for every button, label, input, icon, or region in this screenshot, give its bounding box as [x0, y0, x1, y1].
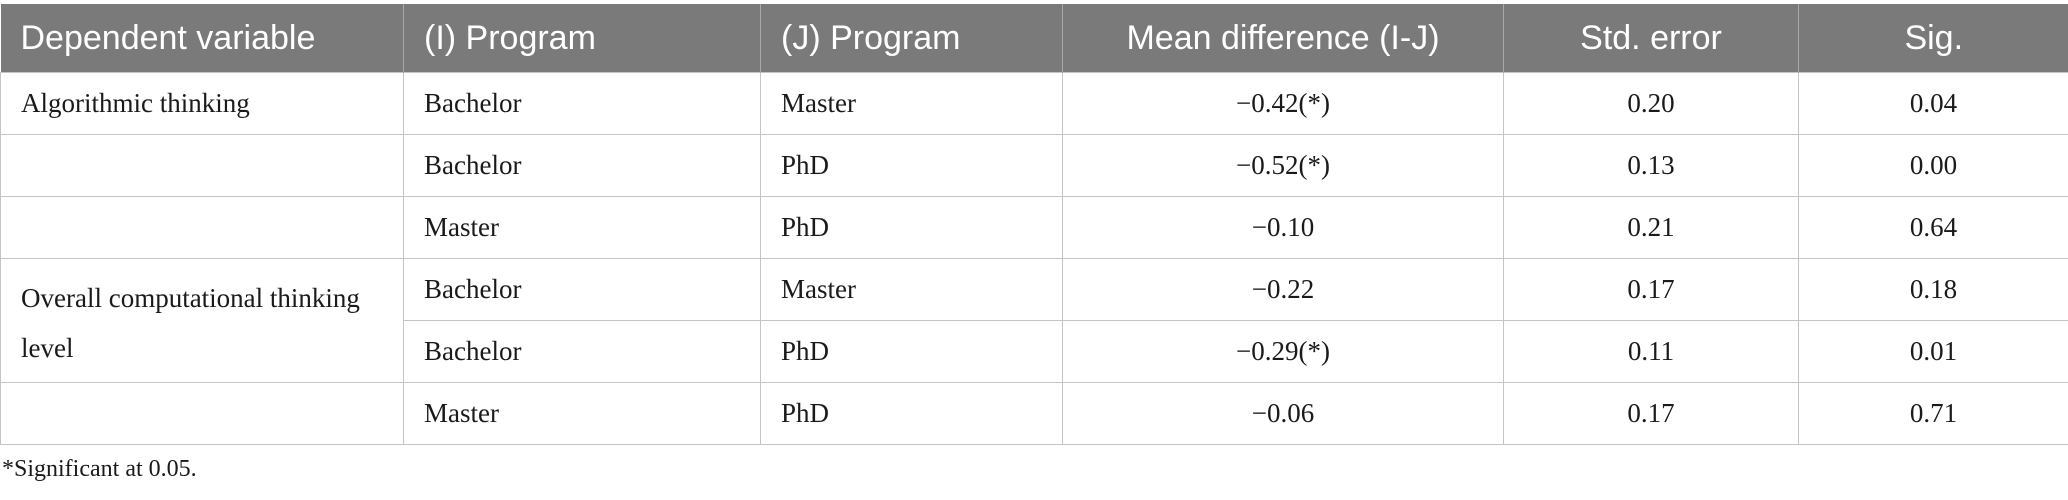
header-i-program: (I) Program: [403, 4, 761, 73]
table-footnote: *Significant at 0.05.: [2, 456, 197, 482]
cell-j-program: PhD: [760, 320, 1063, 383]
cell-dependent: [0, 382, 404, 445]
cell-sig: 0.64: [1798, 196, 2068, 259]
cell-std-error: 0.11: [1503, 320, 1799, 383]
cell-j-program: PhD: [760, 134, 1063, 197]
cell-j-program: Master: [760, 258, 1063, 321]
cell-std-error: 0.21: [1503, 196, 1799, 259]
cell-sig: 0.71: [1798, 382, 2068, 445]
cell-j-program: PhD: [760, 196, 1063, 259]
cell-mean-difference: −0.10: [1062, 196, 1504, 259]
cell-mean-difference: −0.52(*): [1062, 134, 1504, 197]
cell-j-program: PhD: [760, 382, 1063, 445]
table-row: Overall computational thinking level Bac…: [0, 258, 2068, 383]
table-header-row: Dependent variable (I) Program (J) Progr…: [0, 4, 2068, 73]
cell-j-program: Master: [760, 72, 1063, 135]
table-row: Bachelor PhD −0.52(*) 0.13 0.00: [0, 134, 2068, 197]
cell-mean-difference: −0.06: [1062, 382, 1504, 445]
cell-dependent: Overall computational thinking level: [0, 258, 404, 383]
cell-sig: 0.18: [1798, 258, 2068, 321]
table-row: Master PhD −0.10 0.21 0.64: [0, 196, 2068, 259]
table-row: Algorithmic thinking Bachelor Master −0.…: [0, 72, 2068, 135]
cell-std-error: 0.17: [1503, 258, 1799, 321]
results-table-container: Dependent variable (I) Program (J) Progr…: [0, 4, 2068, 445]
cell-dependent: Algorithmic thinking: [0, 72, 404, 135]
cell-dependent: [0, 134, 404, 197]
cell-std-error: 0.17: [1503, 382, 1799, 445]
header-std-error: Std. error: [1503, 4, 1799, 73]
post-hoc-comparison-table: Dependent variable (I) Program (J) Progr…: [0, 4, 2068, 445]
header-sig: Sig.: [1798, 4, 2068, 73]
cell-std-error: 0.20: [1503, 72, 1799, 135]
cell-sig: 0.04: [1798, 72, 2068, 135]
cell-sig: 0.00: [1798, 134, 2068, 197]
cell-mean-difference: −0.29(*): [1062, 320, 1504, 383]
table-row: Master PhD −0.06 0.17 0.71: [0, 382, 2068, 445]
cell-i-program: Bachelor: [403, 320, 761, 383]
cell-mean-difference: −0.42(*): [1062, 72, 1504, 135]
cell-std-error: 0.13: [1503, 134, 1799, 197]
header-j-program: (J) Program: [760, 4, 1063, 73]
cell-sig: 0.01: [1798, 320, 2068, 383]
cell-dependent: [0, 196, 404, 259]
cell-i-program: Bachelor: [403, 72, 761, 135]
cell-i-program: Master: [403, 382, 761, 445]
cell-mean-difference: −0.22: [1062, 258, 1504, 321]
cell-i-program: Bachelor: [403, 258, 761, 321]
header-mean-difference: Mean difference (I-J): [1062, 4, 1504, 73]
cell-i-program: Master: [403, 196, 761, 259]
header-dependent-variable: Dependent variable: [0, 4, 404, 73]
cell-i-program: Bachelor: [403, 134, 761, 197]
